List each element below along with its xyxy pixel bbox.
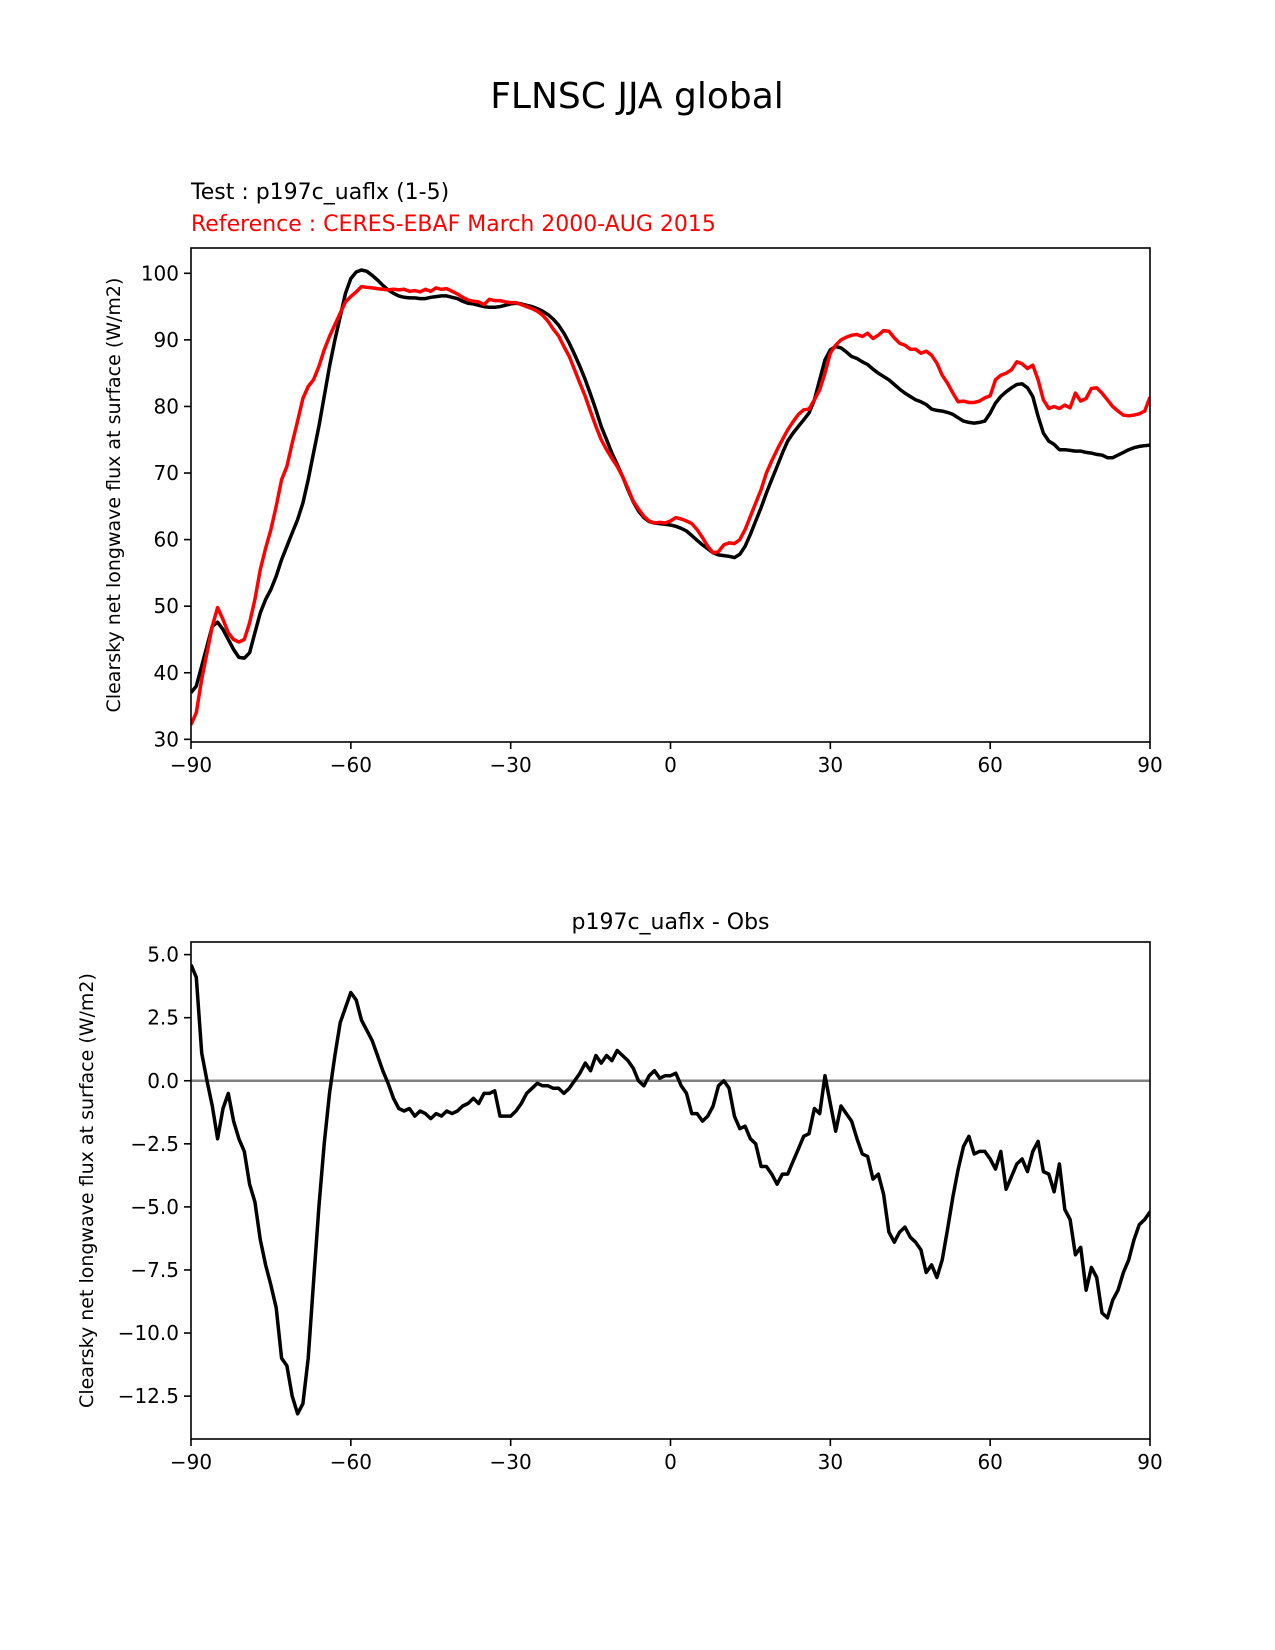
bottom-panel: Clearsky net longwave flux at surface (W… <box>76 910 1163 1474</box>
bottom-xtick-label: 90 <box>1137 1450 1162 1474</box>
top-ytick-label: 80 <box>154 394 179 418</box>
bottom-xtick-label: −90 <box>170 1450 212 1474</box>
bottom-ytick-label: −2.5 <box>130 1132 179 1156</box>
top-ytick-label: 70 <box>154 461 179 485</box>
top-panel: Clearsky net longwave flux at surface (W… <box>103 247 1163 777</box>
top-panel-ylabel: Clearsky net longwave flux at surface (W… <box>103 278 125 713</box>
top-xtick-label: −90 <box>170 753 212 777</box>
bottom-xtick-label: −30 <box>490 1450 532 1474</box>
top-xtick-label: 60 <box>977 753 1002 777</box>
top-xtick-label: −30 <box>490 753 532 777</box>
bottom-xtick-label: 30 <box>818 1450 843 1474</box>
bottom-xtick-label: 0 <box>664 1450 677 1474</box>
bottom-ytick-label: 2.5 <box>147 1006 179 1030</box>
bottom-ytick-label: −12.5 <box>118 1384 179 1408</box>
top-ytick-label: 50 <box>154 594 179 618</box>
bottom-ytick-label: 5.0 <box>147 943 179 967</box>
top-ytick-label: 30 <box>154 727 179 751</box>
top-ytick-label: 100 <box>141 261 179 285</box>
top-series-line-0 <box>191 268 1150 694</box>
top-panel-ylabel-group: Clearsky net longwave flux at surface (W… <box>103 278 125 713</box>
bottom-ytick-label: −5.0 <box>130 1195 179 1219</box>
bottom-ytick-label: 0.0 <box>147 1069 179 1093</box>
top-series-line-1 <box>191 284 1150 726</box>
figure-title: FLNSC JJA global <box>490 76 784 117</box>
top-xtick-label: 90 <box>1137 753 1162 777</box>
top-xtick-label: −60 <box>330 753 372 777</box>
reference-label: Reference : CERES-EBAF March 2000-AUG 20… <box>191 212 716 237</box>
bottom-xtick-label: 60 <box>977 1450 1002 1474</box>
top-xtick-label: 0 <box>664 753 677 777</box>
bottom-xtick-label: −60 <box>330 1450 372 1474</box>
bottom-ytick-label: −10.0 <box>118 1321 179 1345</box>
bottom-ytick-label: −7.5 <box>130 1258 179 1282</box>
top-xtick-label: 30 <box>818 753 843 777</box>
bottom-panel-title: p197c_uaflx - Obs <box>571 910 769 935</box>
bottom-series-line-0 <box>191 964 1150 1416</box>
top-ytick-label: 40 <box>154 661 179 685</box>
top-ytick-label: 60 <box>154 528 179 552</box>
test-label: Test : p197c_uaflx (1-5) <box>190 180 449 205</box>
top-ytick-label: 90 <box>154 328 179 352</box>
bottom-panel-ylabel: Clearsky net longwave flux at surface (W… <box>76 973 98 1408</box>
